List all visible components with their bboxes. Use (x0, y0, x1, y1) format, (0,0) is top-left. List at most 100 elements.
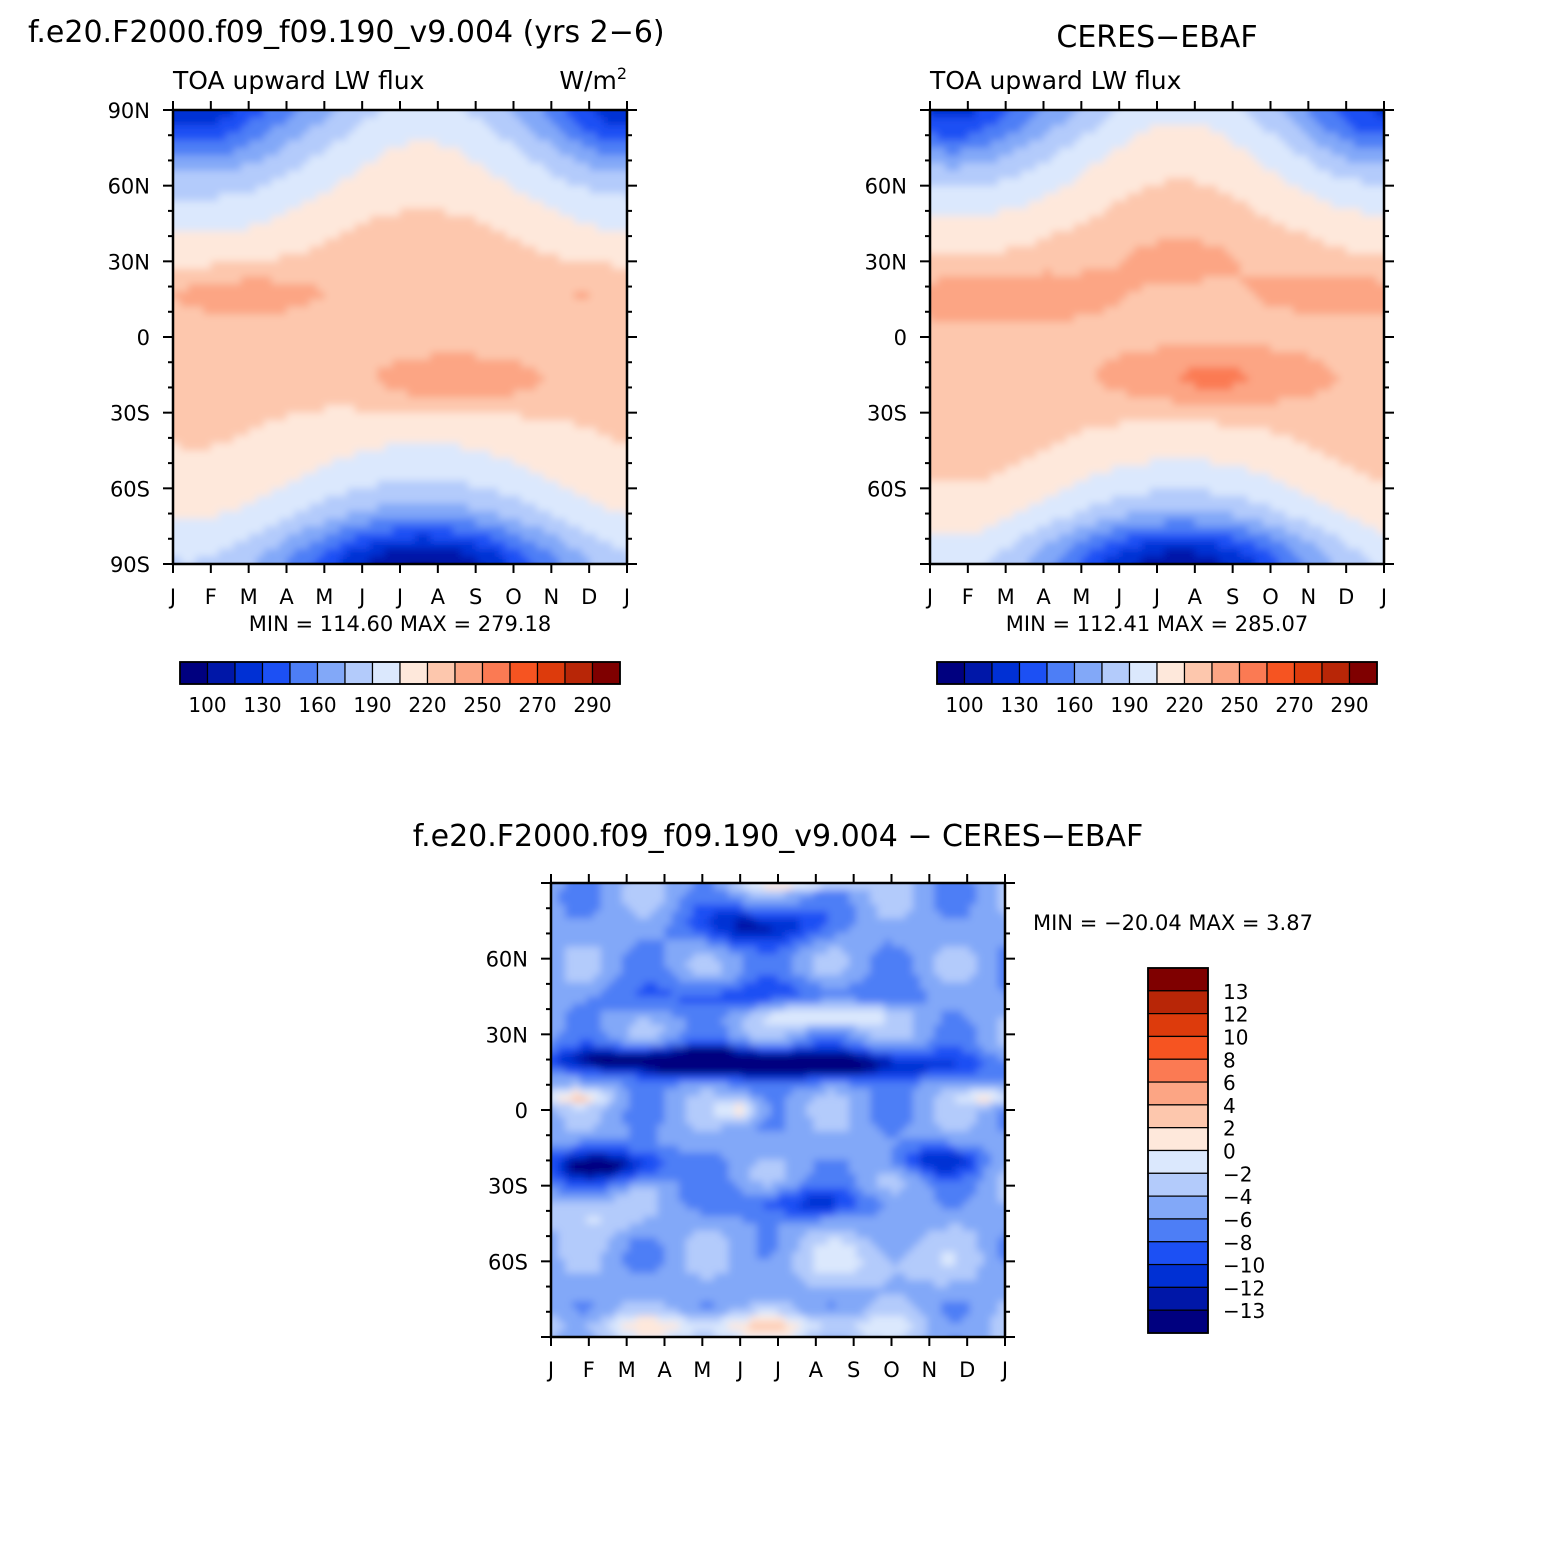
obs-cell (1301, 208, 1309, 216)
model-cell (392, 413, 400, 421)
obs-cell (1346, 201, 1354, 209)
model-cell (226, 375, 234, 383)
model-cell (392, 534, 400, 542)
model-cell (536, 526, 544, 534)
model-cell (468, 140, 476, 148)
obs-cell (953, 148, 961, 156)
model-cell (627, 519, 635, 527)
obs-cell (998, 148, 1006, 156)
model-cell (582, 398, 590, 406)
model-cell (218, 110, 226, 118)
model-cell (188, 443, 196, 451)
model-cell (438, 155, 446, 163)
obs-cell (1127, 148, 1135, 156)
model-cell (415, 193, 423, 201)
obs-cell (938, 186, 946, 194)
model-cell (173, 246, 181, 254)
obs-cell (975, 163, 983, 171)
model-cell (211, 549, 219, 557)
obs-cell (991, 178, 999, 186)
model-cell (559, 503, 567, 511)
obs-cell (1233, 171, 1241, 179)
model-cell (332, 360, 340, 368)
model-cell (597, 239, 605, 247)
model-cell (544, 216, 552, 224)
model-cell (582, 125, 590, 133)
model-cell (438, 224, 446, 232)
obs-cell (930, 163, 938, 171)
obs-cell (1369, 110, 1377, 118)
model-cell (604, 398, 612, 406)
model-cell (468, 254, 476, 262)
model-cell (370, 276, 378, 284)
obs-cell (1180, 178, 1188, 186)
model-cell (423, 420, 431, 428)
model-cell (574, 329, 582, 337)
model-cell (339, 337, 347, 345)
model-cell (188, 481, 196, 489)
model-cell (196, 231, 204, 239)
model-cell (256, 405, 264, 413)
obs-left-label: TOA upward LW flux (929, 66, 1181, 95)
model-cell (521, 125, 529, 133)
model-cell (355, 360, 363, 368)
model-cell (173, 534, 181, 542)
model-cell (377, 292, 385, 300)
model-cell (377, 481, 385, 489)
model-cell (408, 382, 416, 390)
obs-cell (1286, 140, 1294, 148)
obs-cell (1286, 208, 1294, 216)
obs-cell (1369, 178, 1377, 186)
model-cell (514, 208, 522, 216)
obs-cell (1066, 125, 1074, 133)
model-cell (173, 216, 181, 224)
model-cell (529, 473, 537, 481)
model-cell (362, 352, 370, 360)
model-cell (294, 367, 302, 375)
model-cell (445, 443, 453, 451)
model-cell (536, 337, 544, 345)
model-cell (294, 292, 302, 300)
model-cell (181, 148, 189, 156)
model-cell (264, 564, 272, 572)
obs-cell (1089, 148, 1097, 156)
model-cell (264, 496, 272, 504)
model-cell (529, 193, 537, 201)
model-cell (574, 307, 582, 315)
model-cell (226, 231, 234, 239)
obs-cell (1059, 216, 1067, 224)
model-cell (627, 367, 635, 375)
model-cell (218, 503, 226, 511)
obs-cell (983, 171, 991, 179)
model-cell (211, 155, 219, 163)
model-cell (370, 413, 378, 421)
model-cell (287, 231, 295, 239)
model-cell (476, 254, 484, 262)
model-cell (430, 390, 438, 398)
obs-cell (1089, 193, 1097, 201)
model-cell (559, 231, 567, 239)
model-cell (627, 511, 635, 519)
model-cell (544, 496, 552, 504)
obs-cell (1051, 110, 1059, 118)
obs-cell (1066, 201, 1074, 209)
obs-cell (1384, 193, 1392, 201)
model-cell (461, 443, 469, 451)
model-cell (536, 329, 544, 337)
model-cell (317, 125, 325, 133)
model-cell (597, 307, 605, 315)
model-cell (461, 224, 469, 232)
model-cell (196, 488, 204, 496)
model-cell (574, 375, 582, 383)
model-cell (226, 549, 234, 557)
model-cell (377, 496, 385, 504)
obs-cell (1149, 110, 1157, 118)
model-cell (181, 488, 189, 496)
model-cell (566, 231, 574, 239)
model-cell (309, 443, 317, 451)
model-cell (521, 110, 529, 118)
model-cell (483, 526, 491, 534)
model-cell (294, 428, 302, 436)
model-cell (241, 118, 249, 126)
obs-cell (1036, 216, 1044, 224)
